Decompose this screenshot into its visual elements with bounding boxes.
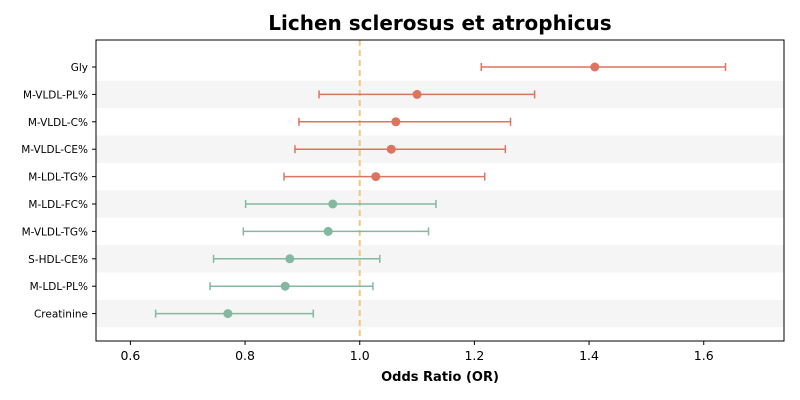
or-point (590, 62, 600, 72)
category-label: M-VLDL-PL% (23, 89, 88, 101)
chart-title: Lichen sclerosus et atrophicus (268, 11, 611, 35)
category-label: M-VLDL-C% (28, 117, 88, 129)
category-label: M-VLDL-CE% (21, 144, 88, 156)
row-band (96, 245, 784, 273)
or-point (280, 281, 290, 291)
or-point (323, 226, 333, 236)
x-axis-label: Odds Ratio (OR) (381, 370, 499, 385)
row-band (96, 190, 784, 218)
or-point (328, 199, 338, 209)
x-tick-label: 1.2 (464, 348, 484, 363)
category-label: M-LDL-FC% (28, 199, 88, 211)
x-tick-label: 0.8 (235, 348, 255, 363)
or-point (386, 144, 396, 154)
or-point (285, 254, 295, 264)
category-label: M-LDL-TG% (28, 172, 88, 184)
x-tick-label: 1.4 (579, 348, 599, 363)
or-point (391, 117, 401, 127)
category-label: Gly (71, 62, 88, 74)
plot-frame (95, 39, 785, 342)
x-tick-label: 1.0 (350, 348, 370, 363)
or-point (223, 309, 233, 319)
data-marks (154, 62, 727, 319)
x-tick-label: 1.6 (694, 348, 714, 363)
category-label: Creatinine (34, 309, 88, 321)
category-label: M-LDL-PL% (30, 281, 88, 293)
row-bands (96, 80, 784, 328)
or-point (412, 89, 422, 99)
y-axis: Gly M-VLDL-PL% M-VLDL-C% M-VLDL-CE% M-LDL-TG… (21, 62, 96, 321)
category-label: M-VLDL-TG% (22, 226, 88, 238)
x-axis: 0.6 0.8 1.0 1.2 1.4 1.6 (120, 341, 714, 363)
x-tick-label: 0.6 (120, 348, 140, 363)
category-label: S-HDL-CE% (28, 254, 88, 266)
or-point (371, 172, 381, 182)
